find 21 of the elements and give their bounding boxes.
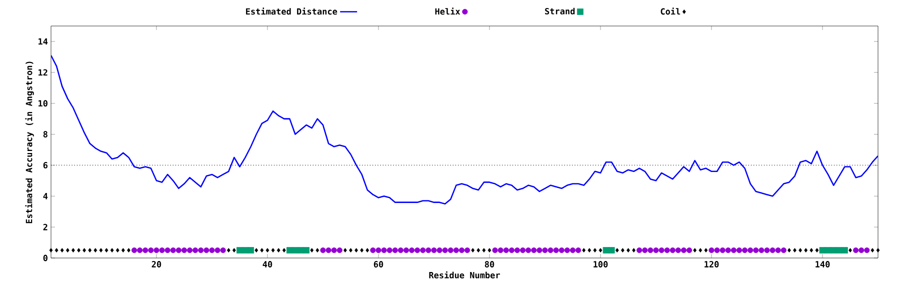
x-tick-label: 40 <box>262 261 272 268</box>
y-tick-label: 6 <box>43 162 48 168</box>
legend-label: Helix <box>435 8 460 15</box>
y-tick-label: 14 <box>38 38 48 45</box>
x-tick-label: 60 <box>374 261 384 268</box>
legend-label: Estimated Distance <box>246 8 338 15</box>
y-axis-title: Estimated Accuracy (in Angstron) <box>25 62 34 224</box>
y-tick-label: 2 <box>43 224 48 230</box>
y-tick-label: 8 <box>43 131 48 138</box>
y-tick-label: 12 <box>38 69 48 76</box>
legend-label: Coil <box>660 8 680 15</box>
x-tick-label: 20 <box>152 261 162 268</box>
x-tick-label: 80 <box>484 261 494 268</box>
x-tick-label: 100 <box>594 261 608 268</box>
legend-label: Strand <box>545 8 575 14</box>
x-tick-label: 140 <box>816 261 830 268</box>
x-axis-title: Residue Number <box>429 271 500 278</box>
y-tick-label: 4 <box>43 193 48 200</box>
y-tick-label: 10 <box>38 100 48 107</box>
y-tick-label: 0 <box>43 254 48 262</box>
x-tick-label: 120 <box>704 261 719 268</box>
